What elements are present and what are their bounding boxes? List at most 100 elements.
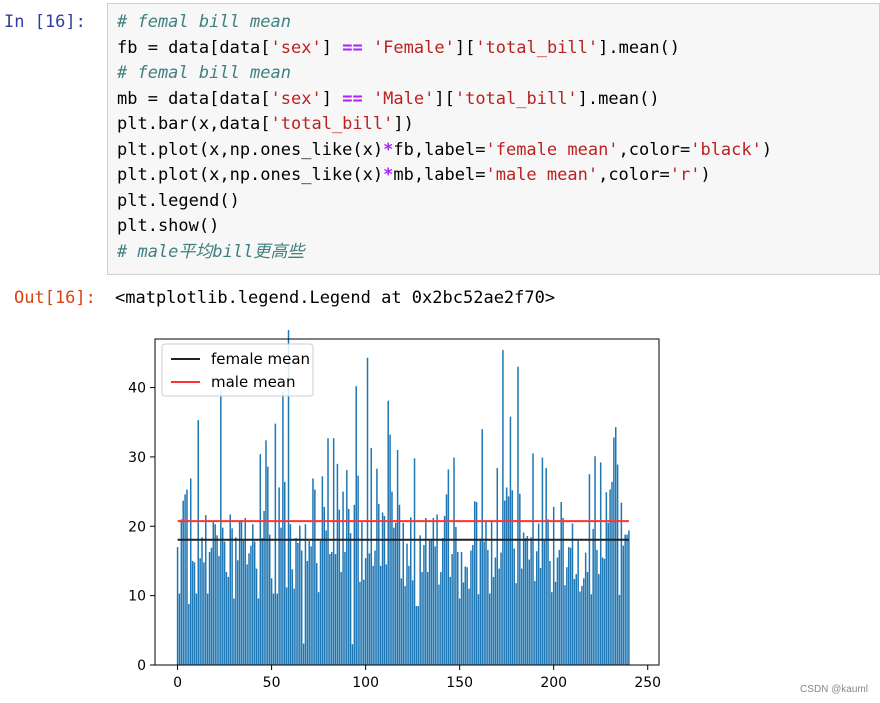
bar xyxy=(331,551,333,665)
bar xyxy=(387,400,389,665)
bar xyxy=(411,580,414,665)
bar xyxy=(434,546,436,665)
output-text: <matplotlib.legend.Legend at 0x2bc52ae2f… xyxy=(115,288,556,308)
bar xyxy=(366,357,369,665)
bar xyxy=(438,584,440,665)
code-token: ].mean() xyxy=(598,37,681,58)
bar xyxy=(498,568,500,665)
bar xyxy=(206,593,209,665)
code-line: # femal bill mean xyxy=(117,61,772,87)
bar xyxy=(389,434,391,665)
bar xyxy=(579,591,581,665)
bar xyxy=(327,438,329,665)
bar xyxy=(306,560,309,665)
code-token: plt.legend() xyxy=(117,190,240,211)
bar xyxy=(560,502,562,665)
bar xyxy=(295,538,297,665)
bar xyxy=(265,440,267,665)
bar xyxy=(404,585,406,665)
bar xyxy=(614,427,617,665)
bar xyxy=(394,522,397,665)
bar xyxy=(233,598,235,665)
x-tick-label: 100 xyxy=(352,675,379,691)
bar xyxy=(336,463,339,665)
bar xyxy=(441,538,444,665)
code-token: # femal bill mean xyxy=(117,12,291,32)
code-token xyxy=(363,89,373,109)
bar xyxy=(229,514,231,665)
bar xyxy=(391,491,393,665)
bar xyxy=(462,582,465,665)
bar xyxy=(374,550,376,665)
code-editor[interactable]: # femal bill mean fb = data[data['sex'] =… xyxy=(117,10,772,265)
bar xyxy=(364,558,367,665)
bar xyxy=(526,535,529,665)
code-token: ]) xyxy=(393,114,414,134)
plot-frame xyxy=(154,338,660,666)
bar xyxy=(300,550,303,665)
bar xyxy=(590,594,593,665)
bar xyxy=(231,528,233,665)
bar xyxy=(353,504,356,665)
code-token: mb,label= xyxy=(393,165,486,185)
code-token: 'Male' xyxy=(372,88,435,109)
bar xyxy=(490,520,493,665)
bar xyxy=(599,462,602,665)
bar xyxy=(238,521,241,665)
code-line: # male平均bill更高些 xyxy=(117,240,772,266)
bar xyxy=(214,524,216,665)
bar xyxy=(191,560,194,665)
bar xyxy=(289,524,292,665)
bar xyxy=(400,578,403,665)
code-line: plt.show() xyxy=(117,214,772,240)
bar xyxy=(342,491,344,665)
bar xyxy=(530,537,532,665)
x-tick-label: 50 xyxy=(263,675,281,691)
bar xyxy=(346,470,348,665)
bar xyxy=(398,504,401,665)
bar xyxy=(609,489,611,665)
bar xyxy=(472,545,474,665)
bar xyxy=(511,490,514,665)
code-cell-input[interactable]: # femal bill mean fb = data[data['sex'] =… xyxy=(107,3,880,275)
bar xyxy=(244,517,247,665)
bar xyxy=(457,551,459,665)
code-token: 'total_bill' xyxy=(475,37,599,58)
bar xyxy=(445,494,448,665)
code-token: plt.plot(x,np.ones_like(x) xyxy=(117,165,384,185)
bar xyxy=(477,594,480,665)
bar xyxy=(517,366,519,665)
bar xyxy=(223,541,226,665)
bar xyxy=(250,545,252,665)
bar xyxy=(564,585,566,665)
bar xyxy=(624,534,626,665)
bar xyxy=(519,493,521,665)
bar xyxy=(255,568,258,665)
bar xyxy=(601,557,604,665)
code-token: plt.bar(x,data[ xyxy=(117,114,271,134)
bar xyxy=(551,592,553,665)
bar xyxy=(408,565,410,665)
bar xyxy=(291,569,294,665)
bar xyxy=(347,508,350,665)
bar xyxy=(257,598,260,665)
code-token: 'total_bill' xyxy=(270,114,394,134)
code-token: * xyxy=(383,139,394,160)
bar xyxy=(554,581,557,665)
bar xyxy=(618,594,621,665)
bar xyxy=(569,547,572,665)
bar xyxy=(522,532,525,665)
bar xyxy=(193,562,196,665)
bar xyxy=(308,540,310,665)
bar xyxy=(470,550,472,665)
bar xyxy=(276,593,278,665)
bar xyxy=(505,487,508,665)
bar xyxy=(524,538,527,665)
bar xyxy=(460,551,463,665)
bar xyxy=(212,521,215,665)
bar xyxy=(573,578,576,665)
bar xyxy=(227,576,230,665)
bar xyxy=(349,533,352,665)
code-line: plt.legend() xyxy=(117,189,772,215)
bar xyxy=(628,530,630,665)
